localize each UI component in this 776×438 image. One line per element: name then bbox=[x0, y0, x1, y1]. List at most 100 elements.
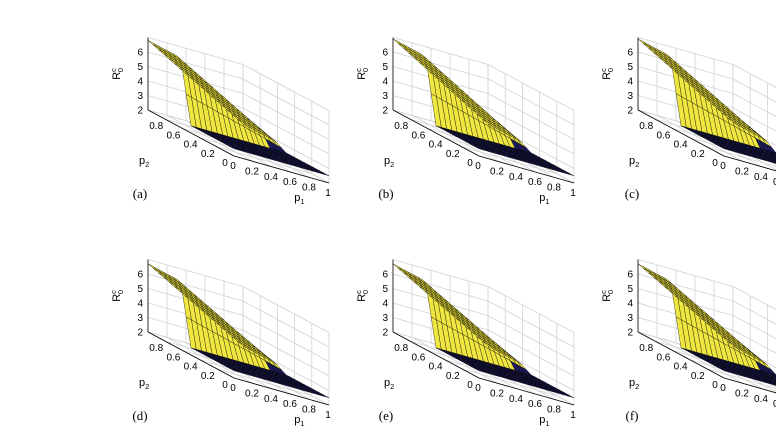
x-axis-line bbox=[478, 155, 575, 184]
y-tick-label: 0 bbox=[467, 158, 473, 169]
y-tick-label: 0 bbox=[712, 158, 718, 169]
grid-line bbox=[166, 115, 254, 162]
y-axis-label-subscript: 2 bbox=[145, 160, 149, 169]
x-tick-label: 0.6 bbox=[283, 399, 297, 410]
y-tick-label: 0.2 bbox=[201, 371, 215, 382]
y-axis-label-base: p bbox=[629, 155, 635, 167]
grid-line bbox=[242, 93, 330, 140]
axes bbox=[392, 37, 575, 184]
x-axis-line bbox=[233, 155, 330, 184]
grid-line bbox=[392, 37, 489, 65]
y-axis-label-base: p bbox=[384, 377, 390, 389]
y-axis-label-subscript: 2 bbox=[390, 382, 394, 391]
z-tick-label: 2 bbox=[137, 328, 143, 339]
surface-patch bbox=[727, 117, 738, 126]
panel-caption: (a) bbox=[133, 186, 147, 201]
grid-line bbox=[706, 146, 776, 167]
x-tick-label: 0 bbox=[475, 383, 481, 394]
x-tick-label: 0.8 bbox=[547, 183, 561, 194]
x-axis-label-base: p bbox=[539, 192, 545, 204]
z-axis-label-base: R bbox=[111, 72, 123, 80]
z-axis-label: Rc0 bbox=[599, 68, 615, 80]
grid-line bbox=[392, 273, 489, 302]
z-tick-label: 3 bbox=[137, 91, 143, 102]
z-axis-label-superscript: c bbox=[354, 68, 363, 72]
z-axis-label-base: R bbox=[356, 72, 368, 80]
z-axis-label-superscript: c bbox=[599, 290, 608, 294]
grid-line bbox=[732, 315, 776, 339]
z-axis-label-superscript: c bbox=[109, 290, 118, 294]
grid-line bbox=[242, 300, 330, 348]
x-axis-label: p1 bbox=[539, 414, 549, 428]
x-axis-label: p1 bbox=[294, 414, 304, 428]
x-tick-label: 0.6 bbox=[773, 399, 776, 410]
x-tick-label: 0.2 bbox=[490, 166, 504, 177]
panel-caption: (f) bbox=[626, 408, 639, 423]
y-tick-label: 0.4 bbox=[674, 140, 688, 151]
y-axis-label-base: p bbox=[384, 155, 390, 167]
z-axis-label-subscript: 0 bbox=[361, 68, 370, 72]
surface-patch bbox=[318, 393, 330, 398]
y-axis-line bbox=[637, 331, 725, 379]
z-tick-label: 5 bbox=[382, 284, 388, 295]
x-axis-label-subscript: 1 bbox=[300, 419, 304, 428]
z-tick-label: 3 bbox=[627, 91, 633, 102]
surface-patch bbox=[637, 263, 649, 272]
grid-line bbox=[487, 107, 575, 155]
axes bbox=[147, 37, 330, 184]
z-tick-label: 6 bbox=[382, 270, 388, 281]
y-axis-label-subscript: 2 bbox=[635, 160, 639, 169]
grid-line bbox=[732, 329, 776, 354]
z-tick-label: 4 bbox=[627, 77, 633, 88]
z-axis-label-subscript: 0 bbox=[606, 290, 615, 294]
x-tick-label: 0 bbox=[230, 161, 236, 172]
grid-line bbox=[487, 286, 575, 333]
x-tick-label: 0.8 bbox=[547, 405, 561, 416]
x-tick-label: 1 bbox=[570, 410, 576, 421]
surface-patch bbox=[147, 263, 159, 272]
y-tick-label: 0.4 bbox=[429, 362, 443, 373]
grid-line bbox=[487, 315, 575, 362]
x-axis-label-subscript: 1 bbox=[300, 197, 304, 206]
grid-line bbox=[242, 64, 330, 111]
x-axis-label-subscript: 1 bbox=[545, 197, 549, 206]
y-tick-label: 0.6 bbox=[166, 130, 180, 141]
panel-caption: (d) bbox=[132, 408, 147, 423]
x-axis-label-subscript: 1 bbox=[545, 419, 549, 428]
x-tick-label: 0.8 bbox=[302, 405, 316, 416]
surface-patch bbox=[392, 263, 404, 272]
grid-line bbox=[487, 300, 575, 348]
grid-line bbox=[392, 51, 489, 80]
grid-line bbox=[656, 115, 744, 162]
grid-line bbox=[637, 37, 734, 65]
z-axis-label-superscript: c bbox=[109, 68, 118, 72]
z-axis-label-subscript: 0 bbox=[116, 68, 125, 72]
z-axis-label-base: R bbox=[601, 294, 613, 302]
z-axis-label: Rc0 bbox=[354, 290, 370, 302]
panel-caption: (b) bbox=[378, 186, 393, 201]
surface-patch bbox=[772, 159, 776, 163]
x-tick-label: 0.4 bbox=[264, 172, 278, 183]
grid-line bbox=[242, 286, 330, 333]
y-tick-label: 0.2 bbox=[691, 371, 705, 382]
x-axis-label-base: p bbox=[294, 192, 300, 204]
x-axis-label-base: p bbox=[294, 414, 300, 426]
grid-line bbox=[487, 64, 575, 111]
grid-line bbox=[147, 37, 244, 65]
surface-patch bbox=[318, 171, 330, 176]
x-axis-line bbox=[233, 377, 330, 406]
panel-caption: (c) bbox=[625, 186, 639, 201]
z-axis-label-subscript: 0 bbox=[361, 290, 370, 294]
z-axis-label-subscript: 0 bbox=[116, 290, 125, 294]
y-tick-label: 0.8 bbox=[394, 121, 408, 132]
y-axis-line bbox=[147, 109, 235, 157]
grid-line bbox=[732, 107, 776, 132]
surface bbox=[637, 263, 776, 386]
x-tick-label: 0 bbox=[230, 383, 236, 394]
z-axis-label: Rc0 bbox=[109, 290, 125, 302]
